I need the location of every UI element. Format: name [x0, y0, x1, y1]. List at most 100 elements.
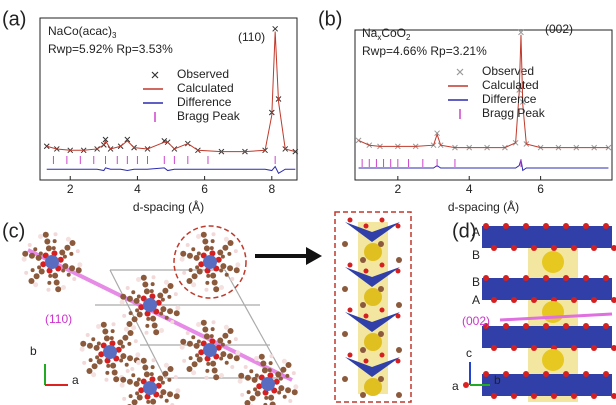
atom: [152, 322, 158, 328]
atom: [212, 320, 216, 324]
cobalt: [203, 255, 217, 269]
atom: [96, 324, 101, 329]
atom: [364, 359, 369, 364]
atom: [150, 289, 154, 293]
atom: [137, 312, 143, 318]
atom: [92, 363, 98, 369]
atom: [380, 263, 385, 268]
atom: [364, 314, 369, 319]
atom: [135, 308, 139, 312]
fit-stats: Rwp=4.66% Rp=3.21%: [362, 44, 487, 58]
atom: [167, 308, 173, 314]
legend-symbol: [457, 69, 463, 75]
atom: [167, 391, 173, 397]
atom: [33, 247, 37, 251]
atom: [228, 240, 234, 246]
atom: [234, 337, 238, 341]
atom: [120, 353, 126, 359]
atom: [69, 252, 73, 256]
atom: [269, 361, 273, 365]
cobalt: [261, 377, 275, 391]
atom: [127, 355, 133, 361]
oxygen: [551, 393, 557, 399]
atom: [245, 375, 251, 381]
stacking-label: A: [472, 225, 480, 239]
atom: [180, 257, 185, 262]
oxygen: [543, 323, 549, 329]
atom: [117, 339, 123, 345]
atom: [95, 355, 99, 359]
atom: [160, 306, 166, 312]
sample-sub: 2: [406, 33, 411, 42]
slab: [482, 278, 612, 300]
sample-sub: 3: [112, 31, 117, 40]
atom: [191, 335, 195, 339]
atom: [67, 273, 71, 277]
legend-symbol: [152, 72, 158, 78]
atom: [54, 279, 60, 285]
panel-label: (c): [2, 220, 25, 242]
atom: [134, 339, 138, 343]
atom: [293, 384, 298, 389]
legend-label: Bragg Peak: [482, 106, 546, 120]
sodium: [542, 349, 564, 371]
atom: [225, 273, 229, 277]
x-tick-label: 6: [537, 182, 544, 196]
atom: [396, 359, 401, 364]
oxygen: [583, 275, 589, 281]
oxygen: [503, 371, 509, 377]
atom: [22, 257, 27, 262]
x-tick-label: 2: [67, 182, 74, 196]
atom: [206, 362, 210, 366]
atom: [288, 399, 292, 403]
stacking-label: B: [472, 248, 480, 262]
atom: [151, 365, 155, 369]
oxygen: [511, 393, 517, 399]
atom: [378, 286, 384, 292]
atom: [235, 262, 240, 267]
atom: [144, 288, 150, 294]
atom: [364, 269, 369, 274]
atom: [378, 376, 384, 382]
atom: [286, 362, 292, 368]
atom: [182, 271, 186, 275]
panel-label: (b): [318, 8, 342, 30]
atom: [219, 268, 223, 272]
atom: [120, 294, 126, 300]
oxygen: [551, 245, 557, 251]
slab: [482, 374, 612, 396]
atom: [105, 371, 109, 375]
atom: [213, 374, 219, 380]
atom: [82, 361, 86, 365]
atom: [221, 343, 225, 347]
atom: [348, 263, 353, 268]
sample-part: NaCo(acac): [48, 24, 112, 38]
atom: [204, 288, 208, 292]
axis-label: a: [72, 373, 79, 387]
observed-point: [518, 30, 523, 35]
stacking-label: B: [472, 275, 480, 289]
atom: [144, 331, 148, 335]
atom: [268, 368, 272, 372]
atom: [270, 401, 276, 405]
arrow-head: [306, 247, 322, 265]
atom: [380, 218, 385, 223]
atom: [212, 232, 216, 236]
atom: [142, 365, 148, 371]
atom: [268, 395, 274, 401]
atom: [260, 361, 266, 367]
figure: (a) (b) (c) (d) NaCo(acac)3 Rwp=5.92% Rp…: [0, 0, 616, 405]
oxygen: [543, 371, 549, 377]
atom: [196, 234, 201, 239]
x-tick-label: 4: [466, 182, 473, 196]
sample-name: NaCo(acac)3: [48, 24, 117, 40]
atom: [125, 363, 129, 367]
atom: [59, 249, 65, 255]
atom: [247, 390, 251, 394]
atom: [76, 249, 80, 253]
atom: [285, 374, 289, 378]
sodium: [542, 301, 564, 323]
sample-part: CoO: [381, 26, 406, 40]
oxygen: [523, 223, 529, 229]
atom: [197, 340, 201, 344]
